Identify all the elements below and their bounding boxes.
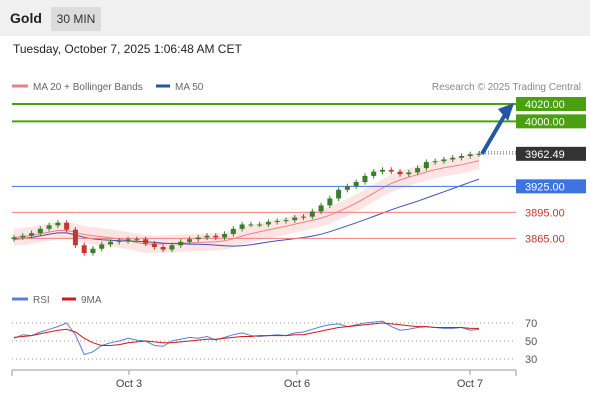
candle-body <box>458 156 464 158</box>
rsi-tick-label: 50 <box>525 336 537 348</box>
candle-body <box>467 154 473 156</box>
candle-body <box>108 241 114 245</box>
candle-body <box>239 224 245 229</box>
candle-body <box>213 235 219 238</box>
candle-body <box>72 229 78 246</box>
candle-body <box>327 198 333 206</box>
candle-body <box>29 233 35 236</box>
rsi-line <box>13 320 480 356</box>
projection-arrow-layer <box>480 103 514 155</box>
candle-body <box>160 247 166 250</box>
last-price-box <box>516 146 586 161</box>
candle-body <box>90 248 96 254</box>
timeframe-button[interactable]: 30 MIN <box>51 7 101 31</box>
support-label: 3865.00 <box>525 233 565 245</box>
candle-body <box>344 186 350 190</box>
candle-body <box>195 237 201 240</box>
candle-body <box>37 228 43 234</box>
candle-body <box>134 239 140 241</box>
projection-arrow-shaft <box>480 111 508 155</box>
candle-body <box>283 220 289 222</box>
rsi-panel: 70 50 30 <box>12 318 537 366</box>
ma20-line <box>13 160 480 245</box>
x-tick-label: Oct 7 <box>457 378 483 390</box>
candle-body <box>450 157 456 160</box>
candle-body <box>20 235 26 238</box>
candle-body <box>99 244 105 249</box>
candle-body <box>362 175 368 182</box>
ma9-legend-label: 9MA <box>81 295 102 306</box>
candle-body <box>46 225 52 229</box>
candle-body <box>336 189 342 199</box>
resistance-label-box <box>516 114 586 129</box>
bollinger-band-layer <box>14 151 479 253</box>
instrument-title: Gold <box>10 10 42 26</box>
candle-body <box>55 222 61 226</box>
candle-body <box>318 205 324 212</box>
resistance-label: 4020.00 <box>525 99 565 111</box>
rsi-ma-line <box>13 322 479 346</box>
timestamp: Tuesday, October 7, 2025 1:06:48 AM CET <box>13 42 242 56</box>
candle-body <box>476 153 482 155</box>
header-bar: Gold 30 MIN <box>0 0 590 36</box>
candles-layer <box>11 151 482 256</box>
resistance-label: 4000.00 <box>525 116 565 128</box>
candle-body <box>116 240 122 242</box>
bollinger-band <box>14 151 479 253</box>
candle-body <box>222 234 228 238</box>
candle-body <box>309 211 315 217</box>
pivot-label: 3925.00 <box>525 181 565 193</box>
research-credit: Research © 2025 Trading Central <box>432 82 581 93</box>
candle-body <box>204 235 210 238</box>
candle-body <box>274 221 280 222</box>
candle-body <box>64 222 70 230</box>
level-lines-layer <box>12 103 516 239</box>
support-label: 3895.00 <box>525 207 565 219</box>
rsi-tick-label: 70 <box>525 318 537 330</box>
candle-body <box>423 162 429 169</box>
candle-body <box>415 168 421 173</box>
candle-body <box>379 169 385 172</box>
candle-body <box>353 182 359 187</box>
candle-body <box>186 239 192 242</box>
candle-body <box>257 224 263 226</box>
candle-body <box>292 217 298 221</box>
ma20-legend-label: MA 20 + Bollinger Bands <box>33 82 143 93</box>
candle-body <box>169 245 175 250</box>
x-tick-label: Oct 6 <box>284 378 310 390</box>
candle-body <box>230 228 236 234</box>
candle-body <box>81 245 87 254</box>
x-tick-label: Oct 3 <box>116 378 142 390</box>
candle-body <box>151 243 157 247</box>
candle-body <box>143 239 149 244</box>
ma50-legend-label: MA 50 <box>175 82 204 93</box>
candle-body <box>397 171 403 175</box>
resistance-label-box <box>516 97 586 111</box>
rsi-tick-label: 30 <box>525 354 537 366</box>
last-price-label: 3962.49 <box>525 149 565 161</box>
candle-body <box>432 161 438 163</box>
candle-body <box>248 224 254 226</box>
candle-body <box>388 169 394 172</box>
time-axis: Oct 3 Oct 6 Oct 7 <box>11 369 517 390</box>
candle-body <box>441 159 447 162</box>
candle-body <box>125 239 131 241</box>
candle-body <box>371 171 377 176</box>
candle-body <box>11 237 17 240</box>
candle-body <box>406 172 412 175</box>
projection-arrow-head <box>498 103 514 121</box>
pivot-label-box <box>516 179 586 194</box>
candle-body <box>178 241 184 246</box>
level-labels-layer: 4020.00 4000.00 3962.49 3925.00 3895.00 3865.… <box>516 97 586 245</box>
candle-body <box>265 221 271 225</box>
candle-body <box>301 216 307 218</box>
rsi-legend-label: RSI <box>33 295 50 306</box>
